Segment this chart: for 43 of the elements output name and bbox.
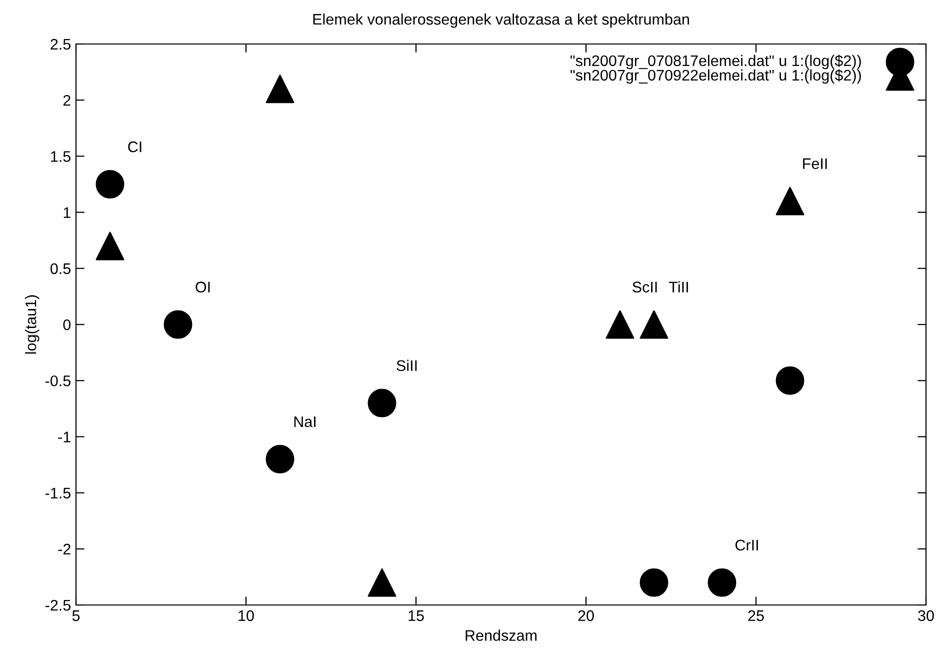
point: [708, 568, 736, 597]
point: [606, 310, 634, 339]
y-tick-label: -0.5: [45, 375, 70, 386]
annotation: OI: [196, 282, 210, 292]
annotation: SiII: [396, 360, 417, 372]
annotation: TiII: [669, 281, 688, 292]
y-tick-label: -1: [58, 432, 70, 442]
point: [776, 366, 804, 395]
legend-label: "sn2007gr_070922elemei.dat" u 1:(log($2)): [570, 69, 861, 84]
x-tick-label: 25: [748, 610, 764, 622]
point: [368, 388, 396, 418]
y-tick-label: 2: [63, 94, 70, 106]
y-tick-label: 1.5: [51, 151, 70, 162]
point: [96, 170, 124, 198]
y-tick-label: -2: [58, 544, 70, 554]
annotation: CrII: [735, 540, 758, 551]
y-tick-label: 0: [63, 319, 71, 330]
x-tick-label: 30: [918, 610, 934, 622]
y-tick-label: 1: [64, 207, 70, 218]
point: [776, 186, 804, 216]
x-tick-label: 5: [72, 610, 80, 622]
annotation: NaI: [294, 416, 316, 428]
y-tick-label: 2.5: [50, 38, 70, 50]
y-axis-title: log(tau1): [25, 295, 40, 354]
y-tick-label: -1.5: [45, 488, 70, 498]
y-tick-label: -2.5: [45, 600, 70, 611]
point: [266, 444, 294, 474]
chart-title: Elemek vonalerossegenek valtozasa a ket spektrumban: [313, 13, 689, 28]
x-axis-title: Rendszam: [466, 630, 537, 641]
annotation: ScII: [632, 282, 657, 292]
point: [164, 310, 192, 339]
x-tick-label: 20: [578, 610, 594, 622]
point: [266, 74, 294, 104]
point: [640, 568, 668, 597]
x-tick-label: 10: [238, 610, 254, 622]
point: [640, 310, 668, 339]
legend-label: "sn2007gr_070817elemei.dat" u 1:(log($2)): [570, 54, 861, 70]
annotation: CI: [128, 141, 142, 152]
annotation: FeII: [803, 158, 827, 170]
x-tick-label: 15: [408, 610, 424, 622]
y-tick-label: 0.5: [50, 263, 70, 274]
point: [368, 568, 396, 597]
point: [96, 232, 124, 260]
